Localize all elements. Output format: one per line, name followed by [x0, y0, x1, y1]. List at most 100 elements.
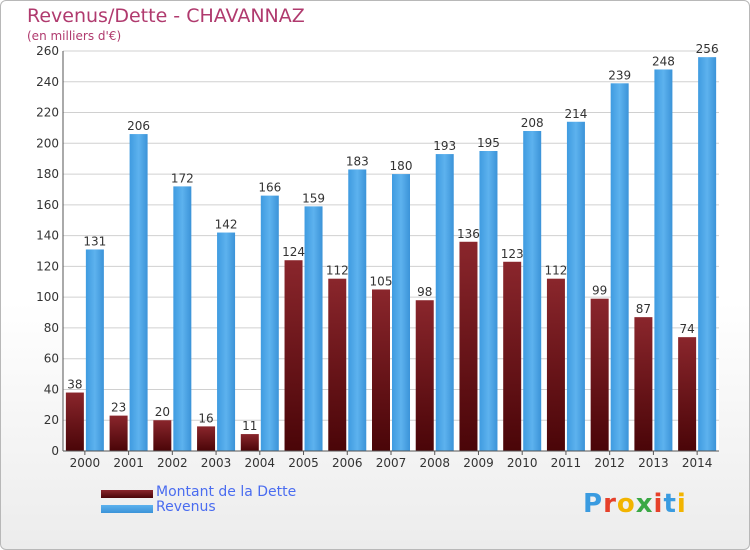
- dette-bar: [459, 241, 478, 451]
- data-label: 206: [127, 119, 150, 133]
- data-label: 16: [198, 411, 213, 425]
- y-tick-label: 100: [36, 290, 59, 304]
- x-tick-label: 2014: [682, 456, 713, 470]
- x-tick-label: 2002: [157, 456, 188, 470]
- dette-bar: [328, 278, 347, 451]
- data-label: 195: [477, 136, 500, 150]
- dette-bar: [634, 317, 653, 451]
- x-tick-label: 2004: [245, 456, 276, 470]
- dette-bar: [65, 392, 84, 451]
- data-label: 112: [544, 264, 567, 278]
- x-tick-label: 2009: [463, 456, 494, 470]
- data-label: 166: [258, 181, 281, 195]
- data-label: 105: [370, 274, 393, 288]
- y-tick-label: 220: [36, 106, 59, 120]
- dette-bar: [109, 415, 128, 451]
- data-label: 112: [326, 264, 349, 278]
- data-label: 159: [302, 191, 325, 205]
- dette-bar: [546, 278, 565, 451]
- revenus-bar: [698, 57, 717, 452]
- data-label: 131: [83, 234, 106, 248]
- x-tick-label: 2006: [332, 456, 363, 470]
- y-tick-label: 140: [36, 229, 59, 243]
- x-tick-label: 2013: [638, 456, 669, 470]
- data-label: 136: [457, 227, 480, 241]
- revenus-bar: [173, 186, 192, 451]
- logo-letter: t: [663, 489, 677, 519]
- bars: [65, 57, 717, 452]
- grid-lines: [63, 50, 719, 452]
- dette-bar: [372, 289, 390, 451]
- legend-swatch-dette: [101, 490, 153, 498]
- plot-area: [63, 51, 719, 451]
- y-tick-label: 260: [36, 44, 59, 58]
- y-tick-label: 60: [44, 352, 59, 366]
- revenus-bar: [348, 169, 367, 451]
- data-label: 214: [564, 107, 587, 121]
- data-label: 180: [390, 159, 413, 173]
- logo-letter: P: [583, 489, 604, 519]
- data-label: 11: [242, 419, 257, 433]
- x-tick-label: 2000: [70, 456, 101, 470]
- data-label: 193: [433, 139, 456, 153]
- dette-bar: [415, 300, 434, 451]
- data-label: 38: [67, 378, 82, 392]
- data-label: 123: [501, 247, 524, 261]
- legend-swatch-revenus: [101, 505, 153, 513]
- revenus-bar: [566, 121, 585, 452]
- data-label: 98: [417, 285, 432, 299]
- data-label: 183: [346, 154, 369, 168]
- revenus-bar: [654, 69, 673, 451]
- logo-letter: x: [635, 489, 654, 519]
- x-tick-label: 2008: [419, 456, 450, 470]
- dette-bar: [678, 337, 697, 451]
- x-tick-label: 2007: [376, 456, 407, 470]
- chart-title: Revenus/Dette - CHAVANNAZ: [27, 5, 305, 27]
- proxiti-logo: Proxiti: [583, 489, 687, 519]
- x-tick-label: 2003: [201, 456, 232, 470]
- axes: 0204060801001201401601802002202402602000…: [36, 44, 719, 470]
- data-label: 99: [592, 284, 607, 298]
- revenus-bar: [610, 83, 629, 452]
- revenus-bar: [304, 206, 323, 451]
- data-label: 172: [171, 171, 194, 185]
- logo-letter: o: [616, 489, 636, 519]
- revenus-bar: [435, 154, 454, 452]
- y-tick-label: 0: [51, 444, 59, 458]
- y-tick-label: 20: [44, 413, 59, 427]
- data-label: 239: [608, 68, 631, 82]
- data-label: 74: [679, 322, 694, 336]
- data-label: 23: [111, 401, 126, 415]
- dette-bar: [284, 260, 303, 451]
- dette-bar: [503, 261, 522, 451]
- data-label: 124: [282, 245, 305, 259]
- y-tick-label: 240: [36, 75, 59, 89]
- y-tick-label: 180: [36, 167, 59, 181]
- legend-label-revenus: Revenus: [156, 499, 216, 515]
- x-tick-label: 2010: [507, 456, 538, 470]
- data-label: 20: [155, 405, 170, 419]
- dette-bar: [590, 298, 609, 451]
- chart-subtitle: (en milliers d'€): [27, 29, 122, 43]
- dette-bar: [197, 426, 216, 451]
- revenus-bar: [129, 134, 148, 452]
- data-label: 208: [521, 116, 544, 130]
- y-tick-label: 40: [44, 382, 59, 396]
- revenus-bar: [260, 195, 279, 451]
- x-tick-label: 2001: [113, 456, 144, 470]
- data-label: 248: [652, 54, 675, 68]
- logo-letter: r: [603, 489, 617, 519]
- y-tick-label: 80: [44, 321, 59, 335]
- y-tick-label: 120: [36, 259, 59, 273]
- logo-letter: i: [653, 489, 664, 519]
- x-tick-label: 2012: [594, 456, 625, 470]
- revenus-bar: [392, 174, 410, 452]
- dette-bar: [153, 420, 172, 451]
- logo-letter: i: [676, 489, 687, 519]
- x-tick-label: 2005: [288, 456, 319, 470]
- data-labels: 38 131 23 206 20 172 16 142 11 166 124 159 112 183 105…: [67, 42, 718, 433]
- revenus-bar: [217, 232, 236, 451]
- y-tick-label: 200: [36, 136, 59, 150]
